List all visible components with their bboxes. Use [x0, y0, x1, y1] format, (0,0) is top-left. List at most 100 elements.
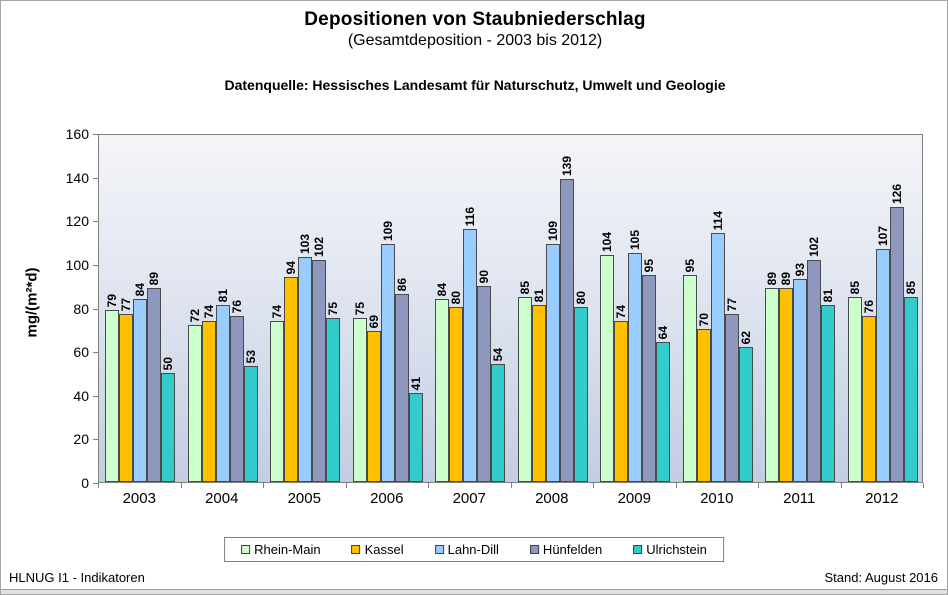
x-tick-mark	[345, 483, 347, 488]
y-tick-label: 160	[65, 126, 89, 142]
x-axis-label: 2005	[287, 490, 321, 507]
y-tick-mark	[93, 308, 98, 310]
y-tick-mark	[93, 177, 98, 179]
bar-Rhein-Main-2004	[187, 325, 202, 482]
legend-item-Ulrichstein: Ulrichstein	[633, 542, 707, 557]
footer-right: Stand: August 2016	[824, 570, 938, 585]
y-tick-mark	[93, 439, 98, 441]
bar-value-label: 74	[201, 304, 216, 318]
y-tick-mark	[93, 264, 98, 266]
x-tick-mark	[428, 483, 429, 488]
x-tick-mark	[675, 483, 677, 488]
y-tick-label: 20	[73, 431, 89, 448]
bar-Lahn-Dill-2005	[298, 257, 313, 482]
x-axis-label: 2003	[122, 490, 156, 507]
x-tick-mark	[923, 483, 924, 488]
bar-Hünfelden-2005	[312, 260, 327, 482]
bar-value-label: 77	[724, 297, 739, 311]
bar-value-label: 85	[517, 280, 532, 294]
bar-Lahn-Dill-2006	[380, 244, 395, 482]
legend-swatch	[633, 545, 643, 554]
chart-title: Depositionen von Staubniederschlag	[304, 9, 646, 30]
x-axis-label: 2008	[535, 490, 569, 507]
data-source-line: Datenquelle: Hessisches Landesamt für Na…	[224, 77, 726, 93]
legend-item-Hünfelden: Hünfelden	[529, 542, 603, 557]
bar-value-label: 104	[600, 231, 615, 252]
legend-label: Hünfelden	[542, 542, 603, 557]
bar-value-label: 53	[243, 349, 258, 363]
bar-value-label: 89	[147, 271, 162, 285]
bar-Kassel-2004	[201, 321, 216, 482]
legend-label: Ulrichstein	[646, 542, 707, 557]
bar-Rhein-Main-2008	[517, 297, 532, 482]
y-tick-label: 0	[81, 475, 89, 491]
legend-item-Kassel: Kassel	[351, 542, 404, 557]
bar-value-label: 72	[187, 308, 202, 322]
bar-value-label: 74	[614, 304, 629, 318]
bar-value-label: 54	[491, 347, 506, 361]
y-tick-mark	[93, 483, 98, 484]
bar-Hünfelden-2004	[229, 316, 244, 482]
x-axis-label: 2009	[617, 490, 651, 507]
bar-Rhein-Main-2010	[682, 275, 697, 482]
bar-Kassel-2003	[119, 314, 134, 482]
plot-area: 79 77 84 89 50 72 74 81 76 53 74 94 103 102 75 75 69 109 8…	[98, 134, 923, 483]
bar-value-label: 95	[682, 258, 697, 272]
y-tick-label: 140	[65, 169, 89, 186]
y-axis-title: mg/(m²*d)	[23, 267, 41, 338]
bar-value-label: 116	[463, 206, 478, 226]
x-tick-mark	[180, 483, 182, 488]
bar-value-label: 84	[435, 282, 450, 296]
bar-value-label: 77	[119, 297, 134, 311]
bar-Lahn-Dill-2010	[710, 233, 725, 482]
legend-swatch	[351, 545, 361, 554]
y-tick-mark	[93, 134, 98, 135]
bar-value-label: 139	[559, 155, 574, 176]
x-axis-label: 2010	[700, 490, 734, 507]
bar-value-label: 84	[133, 282, 148, 296]
y-tick-label: 120	[65, 213, 89, 230]
bar-Kassel-2006	[366, 331, 381, 482]
bar-value-label: 105	[628, 229, 643, 250]
y-tick-mark	[93, 221, 98, 223]
x-axis-label: 2006	[370, 490, 404, 507]
bar-value-label: 76	[861, 299, 876, 313]
bar-Rhein-Main-2012	[847, 297, 862, 482]
bar-value-label: 102	[807, 236, 822, 257]
bar-Kassel-2010	[696, 329, 711, 482]
bar-Hünfelden-2012	[889, 207, 904, 482]
bar-value-label: 85	[847, 280, 862, 294]
bar-Hünfelden-2007	[477, 286, 492, 482]
bar-value-label: 86	[394, 277, 409, 291]
y-tick-label: 80	[73, 300, 89, 317]
bar-Rhein-Main-2011	[765, 288, 780, 482]
legend-swatch	[529, 545, 539, 554]
bar-Ulrichstein-2008	[573, 307, 588, 482]
bar-Ulrichstein-2010	[738, 347, 753, 482]
bar-value-label: 74	[270, 304, 285, 318]
bar-value-label: 79	[105, 293, 120, 307]
bar-value-label: 93	[793, 262, 808, 276]
legend-item-Lahn-Dill: Lahn-Dill	[434, 542, 499, 557]
bar-Ulrichstein-2006	[408, 393, 423, 482]
footer-left: HLNUG I1 - Indikatoren	[9, 570, 145, 585]
bar-value-label: 90	[477, 269, 492, 283]
bar-Hünfelden-2011	[807, 260, 822, 482]
bar-Lahn-Dill-2008	[545, 244, 560, 482]
bar-Lahn-Dill-2011	[793, 279, 808, 482]
bar-value-label: 94	[284, 260, 299, 274]
bar-Rhein-Main-2009	[600, 255, 615, 482]
bar-Rhein-Main-2007	[435, 299, 450, 482]
bar-Rhein-Main-2006	[352, 318, 367, 482]
legend-item-Rhein-Main: Rhein-Main	[241, 542, 321, 557]
bar-value-label: 75	[352, 301, 367, 315]
bar-value-label: 75	[326, 301, 341, 315]
x-tick-mark	[510, 483, 512, 488]
x-axis-label: 2004	[205, 490, 239, 507]
bar-Rhein-Main-2003	[105, 310, 120, 482]
bar-Kassel-2012	[861, 316, 876, 482]
bar-Kassel-2007	[449, 307, 464, 482]
bar-value-label: 114	[710, 210, 725, 230]
bar-value-label: 109	[380, 220, 395, 241]
bar-Kassel-2011	[779, 288, 794, 482]
